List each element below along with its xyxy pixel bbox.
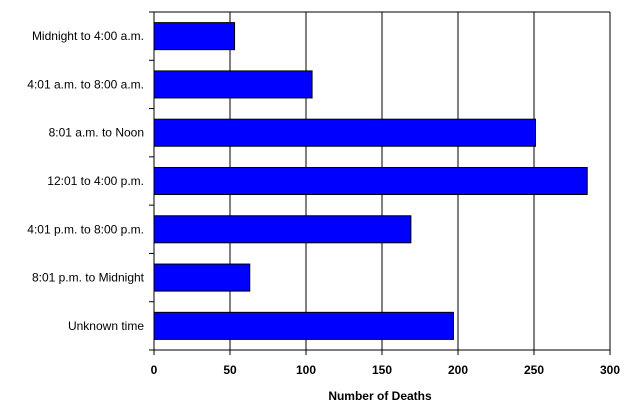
- x-tick-label: 50: [223, 363, 237, 377]
- category-label: 12:01 to 4:00 p.m.: [47, 174, 144, 188]
- x-tick-label: 300: [600, 363, 620, 377]
- axes: [149, 11, 611, 355]
- bar: [153, 215, 412, 244]
- x-tick-label: 0: [151, 363, 158, 377]
- category-labels: Midnight to 4:00 a.m. 4:01 a.m. to 8:00 a…: [27, 29, 144, 333]
- bars: [153, 22, 588, 340]
- category-label: 4:01 p.m. to 8:00 p.m.: [27, 222, 144, 236]
- bar: [153, 263, 251, 292]
- x-tick-labels: 0 50 100 150 200 250 300: [151, 363, 621, 377]
- bar: [153, 311, 454, 340]
- category-label: Midnight to 4:00 a.m.: [32, 29, 144, 43]
- x-tick-label: 250: [524, 363, 544, 377]
- bar: [153, 70, 313, 99]
- category-label: 8:01 a.m. to Noon: [49, 126, 144, 140]
- x-axis-title: Number of Deaths: [328, 389, 432, 403]
- bar: [153, 166, 588, 196]
- x-tick-label: 200: [448, 363, 468, 377]
- bar: [153, 118, 537, 147]
- x-tick-label: 100: [296, 363, 316, 377]
- x-tick-label: 150: [372, 363, 392, 377]
- category-label: 8:01 p.m. to Midnight: [32, 271, 145, 285]
- bar: [153, 22, 236, 51]
- category-label: Unknown time: [68, 319, 144, 333]
- category-label: 4:01 a.m. to 8:00 a.m.: [27, 77, 144, 91]
